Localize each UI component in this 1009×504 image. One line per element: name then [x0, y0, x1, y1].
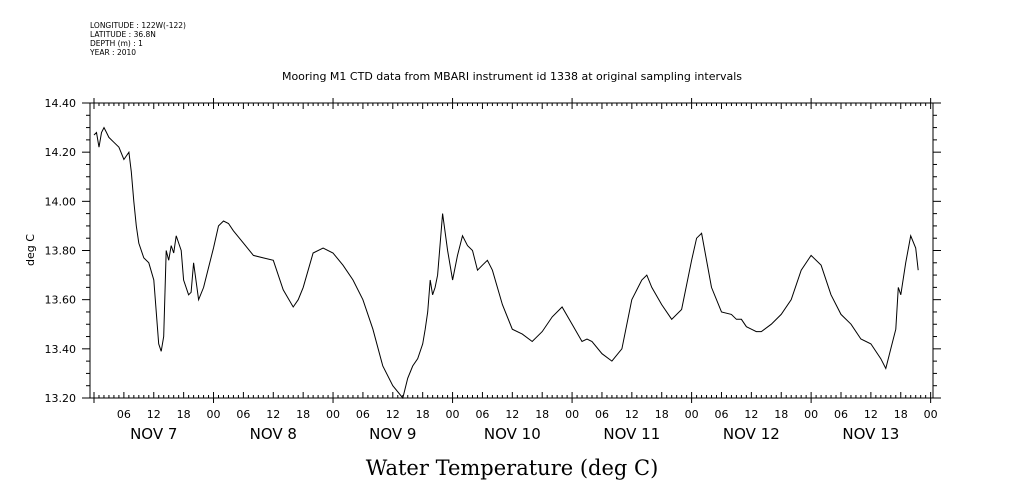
x-tick-label: 06 — [117, 408, 131, 421]
series-line-water-temperature — [93, 126, 919, 400]
day-label: NOV 12 — [723, 425, 780, 443]
x-tick-label: 06 — [834, 408, 848, 421]
x-tick-label: 18 — [296, 408, 310, 421]
day-labels: NOV 7 NOV 8 NOV 9 NOV 10 NOV 11 NOV 12 NOV 13 — [130, 425, 899, 443]
x-tick-label: 12 — [266, 408, 280, 421]
day-label: NOV 7 — [130, 425, 177, 443]
x-tick-label: 00 — [924, 408, 938, 421]
x-tick-label: 06 — [236, 408, 250, 421]
y-tick-label: 13.40 — [45, 343, 77, 356]
day-label: NOV 10 — [484, 425, 541, 443]
x-tick-label: 06 — [595, 408, 609, 421]
x-tick-label: 18 — [655, 408, 669, 421]
x-tick-label: 06 — [714, 408, 728, 421]
x-tick-label: 12 — [147, 408, 161, 421]
x-tick-label: 06 — [356, 408, 370, 421]
day-label: NOV 9 — [369, 425, 416, 443]
x-tick-label: 12 — [864, 408, 878, 421]
bottom-title: Water Temperature (deg C) — [366, 456, 659, 480]
x-tick-label: 12 — [386, 408, 400, 421]
x-tick-label: 18 — [774, 408, 788, 421]
x-tick-label: 18 — [416, 408, 430, 421]
x-tick-label: 12 — [744, 408, 758, 421]
axis-ticks — [82, 98, 941, 403]
x-tick-label: 18 — [177, 408, 191, 421]
longitude-label: LONGITUDE : 122W(-122) — [90, 21, 186, 30]
depth-label: DEPTH (m) : 1 — [90, 39, 143, 48]
chart-title: Mooring M1 CTD data from MBARI instrumen… — [282, 70, 742, 83]
day-label: NOV 8 — [250, 425, 297, 443]
y-tick-label: 13.80 — [45, 245, 77, 258]
y-tick-label: 14.00 — [45, 195, 77, 208]
x-tick-label: 18 — [894, 408, 908, 421]
x-tick-label: 00 — [685, 408, 699, 421]
y-tick-label: 13.20 — [45, 392, 77, 405]
year-label: YEAR : 2010 — [90, 48, 137, 57]
x-tick-label: 18 — [535, 408, 549, 421]
x-tick-labels: 06 12 18 00 06 12 18 00 06 12 18 00 06 12 18 00 06 12 18 00… — [117, 408, 938, 421]
x-tick-label: 00 — [446, 408, 460, 421]
x-tick-label: 00 — [804, 408, 818, 421]
day-label: NOV 13 — [842, 425, 899, 443]
latitude-label: LATITUDE : 36.8N — [90, 30, 156, 39]
day-label: NOV 11 — [603, 425, 660, 443]
metadata-block: LONGITUDE : 122W(-122) LATITUDE : 36.8N … — [90, 21, 186, 57]
y-tick-label: 14.40 — [45, 97, 77, 110]
x-tick-label: 12 — [505, 408, 519, 421]
x-tick-label: 06 — [475, 408, 489, 421]
x-tick-label: 00 — [326, 408, 340, 421]
y-tick-label: 13.60 — [45, 294, 77, 307]
x-tick-label: 00 — [565, 408, 579, 421]
x-tick-label: 00 — [207, 408, 221, 421]
y-tick-labels: 14.40 14.20 14.00 13.80 13.60 13.40 13.20 — [45, 97, 77, 405]
y-axis-label: deg C — [24, 234, 37, 266]
y-tick-label: 14.20 — [45, 146, 77, 159]
plot-frame — [89, 102, 934, 399]
x-tick-label: 12 — [625, 408, 639, 421]
